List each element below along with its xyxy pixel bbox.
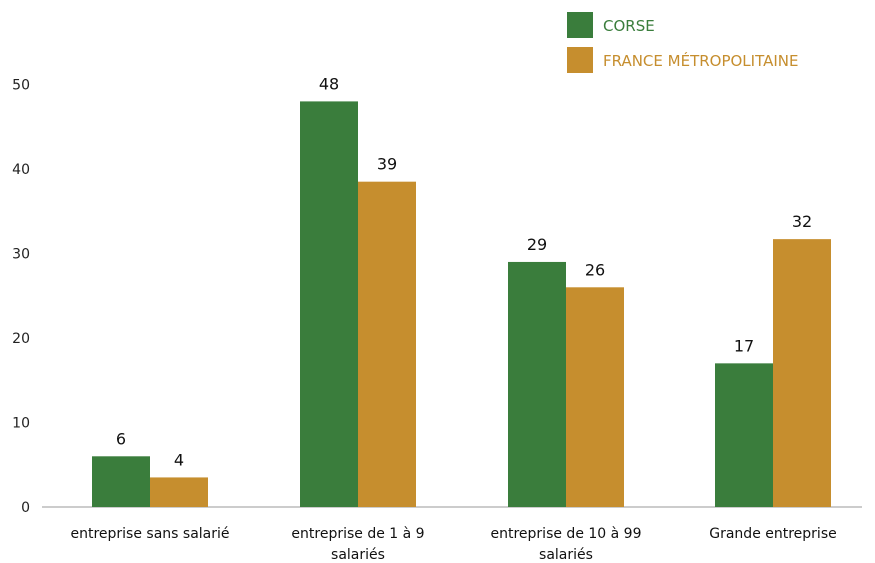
data-labels: 6 48 29 17 4 39 26 32 (116, 74, 812, 469)
legend-swatch (567, 47, 593, 73)
data-label: 48 (319, 74, 339, 93)
y-axis: 0 10 20 30 40 50 (12, 78, 30, 517)
y-tick-label: 30 (12, 247, 30, 263)
legend-label: FRANCE MÉTROPOLITAINE (603, 51, 798, 70)
legend-swatch (567, 12, 593, 38)
legend: CORSE FRANCE MÉTROPOLITAINE (567, 12, 798, 73)
legend-label: CORSE (603, 17, 655, 35)
y-tick-label: 40 (12, 162, 30, 178)
y-tick-label: 0 (21, 500, 30, 516)
bar-corse-2 (508, 261, 566, 507)
data-label: 4 (174, 450, 184, 469)
data-label: 32 (792, 212, 812, 231)
bar-corse-1 (300, 101, 358, 508)
data-label: 17 (734, 336, 754, 355)
data-label: 26 (585, 260, 605, 279)
category-label: entreprise de 10 à 99 (491, 526, 642, 542)
category-label: salariés (331, 547, 385, 563)
data-label: 29 (527, 235, 547, 254)
bar-corse-0 (92, 456, 150, 507)
bar-france-2 (566, 287, 624, 507)
bar-france-3 (773, 239, 831, 507)
category-label: entreprise sans salarié (70, 526, 229, 542)
bar-france-1 (358, 181, 416, 508)
bar-france-0 (150, 477, 208, 507)
data-label: 6 (116, 429, 126, 448)
category-label: salariés (539, 547, 593, 563)
category-label: Grande entreprise (709, 526, 836, 542)
y-tick-label: 50 (12, 78, 30, 94)
bar-corse-3 (715, 363, 773, 507)
y-tick-label: 10 (12, 416, 30, 432)
data-label: 39 (377, 155, 397, 174)
bars (92, 101, 831, 508)
y-tick-label: 20 (12, 331, 30, 347)
category-labels: entreprise sans salarié entreprise de 1 à… (70, 526, 836, 563)
category-label: entreprise de 1 à 9 (291, 526, 424, 542)
